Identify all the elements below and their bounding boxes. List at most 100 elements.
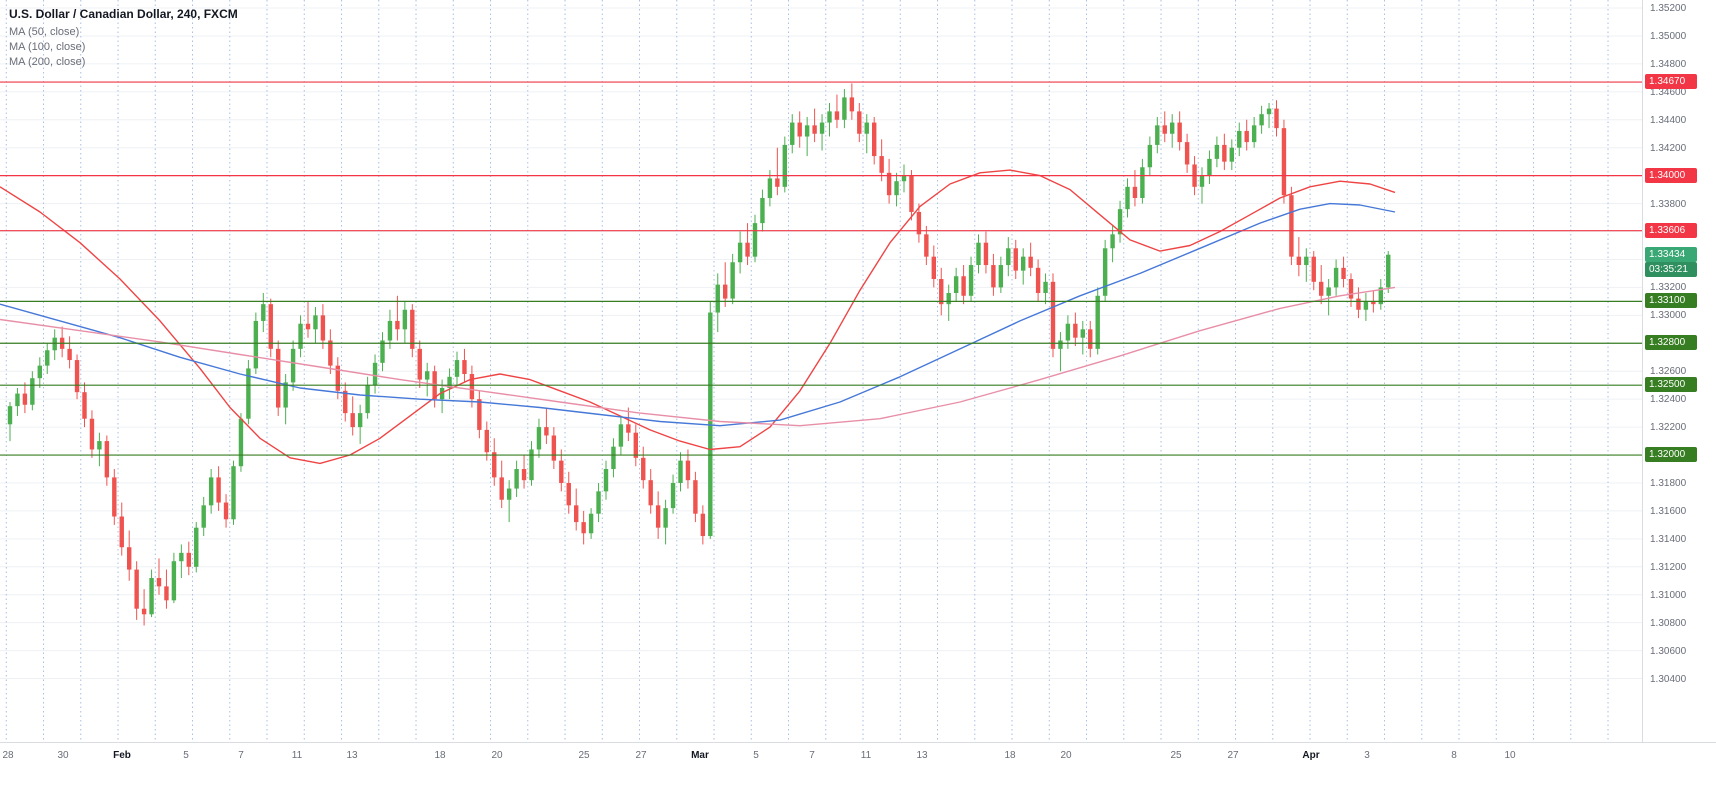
candle-body[interactable] — [596, 491, 601, 514]
candle-body[interactable] — [1341, 267, 1346, 280]
chart-canvas[interactable] — [0, 0, 1642, 742]
support-price-badge[interactable]: 1.32000 — [1645, 447, 1697, 463]
ma50-legend-item[interactable]: MA (50, close) — [9, 25, 238, 40]
candle-body[interactable] — [626, 424, 631, 433]
candle-body[interactable] — [1333, 267, 1339, 288]
candle-body[interactable] — [492, 452, 497, 478]
candle-body[interactable] — [752, 223, 758, 257]
candle-body[interactable] — [961, 276, 966, 296]
candle-body[interactable] — [536, 427, 542, 450]
candle-body[interactable] — [886, 172, 892, 196]
candle-body[interactable] — [574, 505, 579, 523]
candle-body[interactable] — [1088, 329, 1093, 349]
candle-body[interactable] — [1132, 186, 1138, 198]
candle-body[interactable] — [1080, 329, 1085, 338]
resistance-price-badge[interactable]: 1.34670 — [1645, 74, 1697, 90]
candle-body[interactable] — [410, 309, 415, 349]
candle-body[interactable] — [827, 111, 832, 123]
candle-body[interactable] — [1065, 323, 1071, 341]
candle-body[interactable] — [1386, 254, 1391, 288]
candle-body[interactable] — [357, 413, 363, 428]
candle-body[interactable] — [648, 480, 653, 506]
candle-body[interactable] — [1266, 108, 1272, 115]
candle-body[interactable] — [30, 378, 35, 405]
candle-body[interactable] — [872, 122, 877, 157]
candle-body[interactable] — [559, 460, 564, 483]
candle-body[interactable] — [901, 175, 907, 182]
candle-body[interactable] — [611, 446, 616, 470]
candle-body[interactable] — [1222, 144, 1227, 162]
candle-body[interactable] — [52, 337, 57, 351]
candle-body[interactable] — [365, 385, 370, 414]
candle-body[interactable] — [1155, 125, 1160, 145]
candle-body[interactable] — [797, 122, 802, 137]
candle-body[interactable] — [201, 505, 206, 528]
candle-body[interactable] — [194, 527, 199, 567]
candle-body[interactable] — [790, 122, 795, 145]
candle-body[interactable] — [521, 469, 527, 481]
candle-body[interactable] — [745, 242, 750, 257]
candle-body[interactable] — [417, 348, 422, 380]
candle-body[interactable] — [462, 360, 467, 375]
candle-body[interactable] — [812, 125, 817, 134]
candle-body[interactable] — [1296, 256, 1302, 266]
candle-body[interactable] — [1237, 130, 1242, 148]
candle-body[interactable] — [633, 432, 638, 458]
candle-body[interactable] — [775, 178, 780, 187]
candle-body[interactable] — [581, 522, 586, 534]
candle-body[interactable] — [22, 393, 28, 405]
candle-body[interactable] — [1102, 248, 1108, 296]
candle-body[interactable] — [313, 315, 318, 330]
candle-body[interactable] — [685, 460, 691, 481]
last-price-badge[interactable]: 1.33434 — [1645, 246, 1697, 262]
candle-body[interactable] — [447, 376, 452, 388]
candle-body[interactable] — [1244, 130, 1249, 143]
candle-body[interactable] — [246, 368, 251, 419]
candle-body[interactable] — [1348, 279, 1354, 299]
candle-body[interactable] — [395, 320, 400, 330]
candle-body[interactable] — [1326, 287, 1331, 296]
candle-body[interactable] — [924, 234, 929, 257]
candle-body[interactable] — [506, 488, 512, 500]
candle-body[interactable] — [179, 552, 184, 562]
candle-body[interactable] — [1170, 122, 1175, 134]
candle-body[interactable] — [425, 371, 430, 380]
candle-body[interactable] — [298, 323, 303, 349]
candle-body[interactable] — [723, 284, 728, 299]
candle-body[interactable] — [119, 516, 124, 548]
candle-body[interactable] — [112, 477, 117, 517]
candle-body[interactable] — [1363, 301, 1369, 310]
candle-body[interactable] — [991, 265, 996, 288]
candle-body[interactable] — [588, 513, 594, 534]
candle-body[interactable] — [1058, 340, 1063, 349]
candle-body[interactable] — [1378, 287, 1383, 305]
candle-body[interactable] — [1259, 114, 1264, 126]
candle-body[interactable] — [372, 362, 378, 386]
candle-body[interactable] — [37, 365, 42, 379]
ma-lines[interactable] — [0, 169, 1396, 465]
symbol-title[interactable]: U.S. Dollar / Canadian Dollar, 240, FXCM — [9, 7, 238, 21]
ma50-line[interactable] — [0, 169, 1396, 465]
support-price-badge[interactable]: 1.32500 — [1645, 377, 1697, 393]
candle-body[interactable] — [529, 449, 534, 481]
candle-body[interactable] — [1035, 267, 1041, 293]
candle-body[interactable] — [141, 608, 147, 615]
candle-body[interactable] — [1214, 144, 1220, 159]
candle-body[interactable] — [566, 482, 571, 506]
candle-body[interactable] — [276, 348, 281, 408]
candle-body[interactable] — [1162, 125, 1167, 134]
candle-body[interactable] — [1207, 158, 1212, 176]
candle-body[interactable] — [849, 97, 855, 112]
candle-body[interactable] — [1117, 209, 1123, 235]
candle-body[interactable] — [1319, 281, 1324, 296]
candle-body[interactable] — [715, 284, 720, 313]
candle-body[interactable] — [1199, 175, 1205, 187]
candle-body[interactable] — [223, 502, 229, 520]
support-price-badge[interactable]: 1.32800 — [1645, 335, 1697, 351]
candle-body[interactable] — [7, 406, 13, 425]
candle-body[interactable] — [350, 413, 355, 428]
candle-body[interactable] — [693, 480, 698, 514]
candle-body[interactable] — [782, 144, 787, 187]
candle-body[interactable] — [953, 276, 959, 293]
candle-body[interactable] — [1177, 122, 1182, 143]
